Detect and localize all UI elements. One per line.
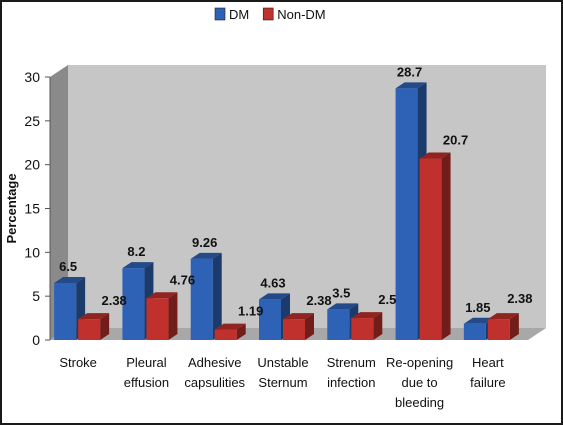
bar-front	[463, 323, 486, 340]
bar-side	[236, 323, 246, 340]
x-tick-label: Pleural effusion	[124, 355, 169, 390]
bar-front	[351, 318, 374, 340]
x-tick-label-line: Pleural	[126, 355, 167, 370]
bar-top	[463, 317, 495, 324]
x-tick-label-line: Re-opening	[386, 355, 453, 370]
x-tick-label-line: bleeding	[395, 395, 444, 410]
bar-dm-2	[190, 252, 222, 340]
bar-non-dm-0	[78, 313, 110, 340]
data-label: 20.7	[443, 133, 468, 148]
bar-top	[190, 252, 222, 259]
bar-top	[395, 82, 427, 89]
x-tick-label-line: Sternum	[258, 375, 307, 390]
bar-front	[395, 88, 418, 340]
bar-side	[168, 292, 178, 340]
x-tick-label: Strenum infection	[327, 355, 376, 390]
bar-non-dm-6	[487, 313, 519, 340]
bar-front	[419, 158, 442, 340]
x-tick-label-line: capsulities	[184, 375, 245, 390]
y-tick-label: 10	[24, 244, 40, 260]
bar-top	[122, 262, 154, 269]
bar-front	[214, 329, 237, 340]
bar-side	[212, 252, 222, 340]
data-label: 1.85	[465, 300, 490, 315]
bar-non-dm-2	[214, 323, 246, 340]
bar-front	[259, 299, 281, 340]
x-tick-label-line: due to	[401, 375, 437, 390]
bar-non-dm-5	[419, 152, 451, 340]
data-labels: 6.52.388.24.769.261.194.632.383.5 2.528.7…	[59, 64, 532, 318]
bar-non-dm-1	[146, 292, 178, 340]
bar-top	[146, 292, 178, 299]
bar-top	[214, 323, 246, 330]
legend: DM Non-DM	[214, 7, 326, 22]
data-label: 4.63	[260, 275, 285, 290]
y-tick-label: 5	[32, 288, 40, 304]
data-label: 9.26	[192, 235, 217, 250]
bar-top	[327, 303, 359, 310]
data-label: 3.5	[332, 285, 350, 300]
y-axis: 0 5 10 15 20 25 30 Percentage	[4, 69, 51, 348]
bar-front	[327, 309, 350, 340]
bar-top	[351, 312, 383, 319]
legend-swatch-dm	[214, 7, 226, 21]
data-label: 8.2	[127, 244, 145, 259]
bar-non-dm-3	[283, 313, 314, 340]
bar-non-dm-4	[351, 312, 383, 340]
x-tick-label-line: Unstable	[257, 355, 308, 370]
y-axis-title: Percentage	[4, 173, 19, 243]
x-tick-label: Adhesive capsulities	[184, 355, 245, 390]
bar-front	[190, 258, 213, 340]
bar-top	[419, 152, 451, 159]
bar-front	[54, 283, 77, 340]
y-tick-label: 30	[24, 69, 40, 85]
bar-side	[441, 152, 451, 340]
y-tick-label: 15	[24, 201, 40, 217]
data-label: 4.76	[170, 272, 195, 287]
bar-front	[78, 319, 101, 340]
bar-side	[509, 313, 519, 340]
bar-top	[54, 277, 86, 284]
x-tick-label-line: Heart	[472, 355, 504, 370]
bar-front	[487, 319, 510, 340]
bar-front	[122, 268, 145, 340]
data-label: 2.5	[378, 292, 396, 307]
x-tick-label: Re-opening due to bleeding	[386, 355, 453, 410]
data-label: 2.38	[507, 291, 532, 306]
y-tick-label: 20	[24, 157, 40, 173]
legend-swatch-non-dm	[262, 7, 274, 21]
data-label: 2.38	[101, 293, 126, 308]
bar-top	[283, 313, 314, 320]
x-tick-label: Unstable Sternum	[257, 355, 308, 390]
bar-front	[146, 298, 169, 340]
x-tick-label-line: effusion	[124, 375, 169, 390]
x-tick-label-line: Stroke	[59, 355, 97, 370]
data-label: 6.5	[59, 259, 77, 274]
data-label: 1.19	[238, 304, 263, 319]
x-tick-label-line: infection	[327, 375, 375, 390]
bar-side	[373, 312, 383, 340]
side-wall	[50, 65, 68, 340]
x-tick-label: Heart failure	[470, 355, 505, 390]
bar-top	[78, 313, 110, 320]
data-label: 28.7	[397, 64, 422, 79]
bar-top	[259, 293, 290, 300]
y-tick-label: 25	[24, 113, 40, 129]
x-tick-label: Stroke	[59, 355, 97, 370]
x-axis: Stroke Pleural effusion Adhesive capsulities…	[59, 355, 505, 410]
y-tick-label: 0	[32, 332, 40, 348]
bar-side	[100, 313, 110, 340]
bars	[54, 82, 519, 340]
legend-label: DM	[229, 7, 249, 22]
x-tick-label-line: Strenum	[327, 355, 376, 370]
data-label: 2.38	[306, 293, 331, 308]
x-tick-label-line: Adhesive	[188, 355, 241, 370]
x-tick-label-line: failure	[470, 375, 505, 390]
bar-front	[283, 319, 305, 340]
bar-side	[305, 313, 314, 340]
bar-top	[487, 313, 519, 320]
legend-label: Non-DM	[277, 7, 325, 22]
